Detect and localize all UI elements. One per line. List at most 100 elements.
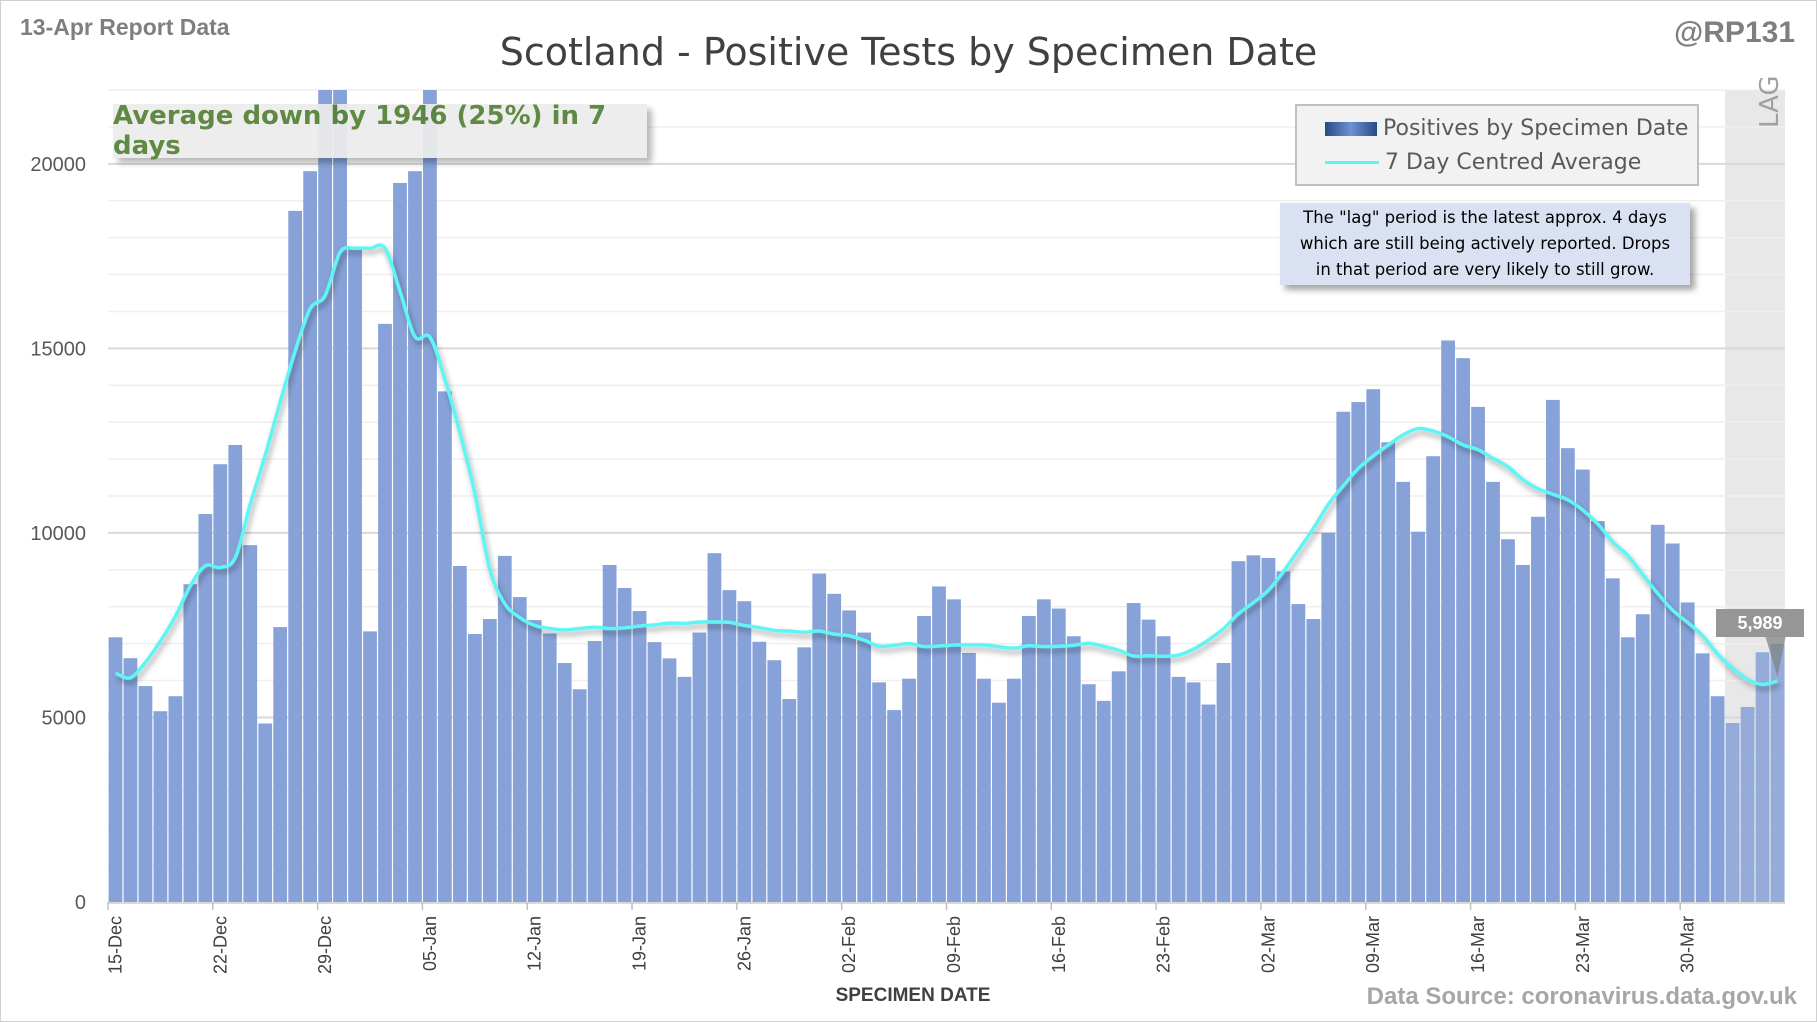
bar bbox=[482, 619, 497, 902]
bar bbox=[183, 584, 198, 902]
bar bbox=[1665, 543, 1680, 902]
bar bbox=[1546, 399, 1560, 902]
y-tick-label: 20000 bbox=[30, 154, 86, 176]
bar bbox=[1096, 700, 1111, 902]
bar bbox=[1486, 481, 1500, 902]
bar bbox=[1620, 637, 1635, 902]
bar bbox=[1650, 524, 1665, 902]
bar bbox=[438, 391, 452, 902]
x-tick-label: 16-Mar bbox=[1468, 916, 1488, 973]
lag-note: The "lag" period is the latest approx. 4… bbox=[1280, 203, 1690, 285]
bar bbox=[1291, 604, 1306, 902]
x-tick-label: 26-Jan bbox=[734, 916, 754, 971]
legend: Positives by Specimen Date 7 Day Centred… bbox=[1295, 104, 1699, 186]
bar bbox=[737, 601, 752, 902]
bar bbox=[1501, 539, 1515, 902]
y-tick-label: 5000 bbox=[42, 707, 87, 729]
bar bbox=[1411, 531, 1426, 902]
bar bbox=[662, 658, 677, 902]
x-tick-label: 23-Mar bbox=[1573, 916, 1593, 973]
x-tick-label: 02-Feb bbox=[839, 916, 859, 973]
bar bbox=[333, 90, 347, 902]
bar bbox=[752, 641, 767, 902]
last-average-label: 5,989 bbox=[1716, 609, 1804, 637]
bar bbox=[243, 545, 258, 902]
bar bbox=[1021, 615, 1036, 902]
bar bbox=[1635, 614, 1650, 902]
bar bbox=[962, 652, 976, 902]
bar bbox=[797, 647, 812, 902]
annotation-text: Average down by 1946 (25%) in 7 days bbox=[113, 101, 607, 161]
bar bbox=[1036, 599, 1051, 902]
bar bbox=[617, 587, 632, 902]
bar bbox=[108, 637, 123, 902]
x-tick-label: 29-Dec bbox=[315, 916, 335, 974]
bar bbox=[647, 642, 662, 902]
bar bbox=[1126, 603, 1141, 902]
bar bbox=[1261, 557, 1276, 902]
bar bbox=[1321, 532, 1336, 902]
bar bbox=[707, 553, 722, 902]
bar bbox=[917, 615, 931, 902]
legend-line-swatch bbox=[1325, 161, 1379, 164]
x-tick-label: 12-Jan bbox=[525, 916, 545, 971]
bar bbox=[1276, 571, 1291, 902]
bar bbox=[288, 210, 303, 903]
bar bbox=[782, 699, 797, 902]
bar bbox=[1066, 636, 1081, 902]
x-tick-label: 09-Mar bbox=[1363, 916, 1383, 973]
bar bbox=[932, 586, 946, 902]
bar bbox=[572, 689, 587, 902]
bar bbox=[1396, 481, 1411, 902]
bar bbox=[1051, 608, 1066, 902]
bar bbox=[467, 634, 482, 902]
bar bbox=[452, 566, 467, 902]
bar bbox=[887, 710, 901, 902]
bar bbox=[677, 676, 692, 902]
bar bbox=[1695, 653, 1710, 902]
bar bbox=[1740, 706, 1755, 902]
x-tick-label: 30-Mar bbox=[1678, 916, 1698, 973]
y-tick-label: 0 bbox=[75, 892, 86, 914]
bar bbox=[602, 564, 617, 902]
bar bbox=[512, 597, 527, 902]
bar bbox=[827, 593, 842, 902]
bar bbox=[213, 464, 228, 902]
bar bbox=[1770, 643, 1785, 902]
bar bbox=[1755, 652, 1770, 902]
bar bbox=[632, 611, 647, 902]
bar bbox=[363, 631, 377, 902]
bar bbox=[138, 686, 153, 902]
bar bbox=[1216, 662, 1231, 902]
bar bbox=[872, 682, 887, 902]
bar bbox=[168, 696, 183, 902]
lag-note-line: which are still being actively reported.… bbox=[1299, 234, 1671, 253]
legend-item-bars: Positives by Specimen Date bbox=[1325, 116, 1688, 141]
bar bbox=[1531, 516, 1545, 902]
x-tick-label: 19-Jan bbox=[630, 916, 650, 971]
x-tick-label: 15-Dec bbox=[105, 916, 125, 974]
bar bbox=[1471, 406, 1485, 902]
y-tick-label: 10000 bbox=[30, 523, 86, 545]
bar bbox=[1441, 340, 1455, 902]
x-axis-title: SPECIMEN DATE bbox=[835, 985, 991, 1006]
bar bbox=[692, 632, 707, 902]
bar bbox=[542, 633, 557, 902]
bar bbox=[767, 660, 782, 902]
bar bbox=[977, 678, 991, 902]
chart-title: Scotland - Positive Tests by Specimen Da… bbox=[499, 30, 1318, 74]
bar bbox=[1006, 678, 1021, 902]
lag-note-line: in that period are very likely to still … bbox=[1315, 260, 1655, 279]
bar bbox=[557, 662, 572, 902]
bar bbox=[273, 627, 288, 902]
bar bbox=[1366, 389, 1381, 902]
y-tick-label: 15000 bbox=[30, 338, 86, 360]
bar bbox=[198, 514, 213, 902]
x-tick-label: 02-Mar bbox=[1258, 916, 1278, 973]
bar bbox=[1426, 456, 1441, 902]
last-label-pointer bbox=[1765, 637, 1786, 677]
bar bbox=[258, 723, 273, 902]
annotation-box: Average down by 1946 (25%) in 7 days bbox=[113, 101, 647, 161]
bar bbox=[857, 632, 872, 902]
bar bbox=[842, 610, 857, 902]
